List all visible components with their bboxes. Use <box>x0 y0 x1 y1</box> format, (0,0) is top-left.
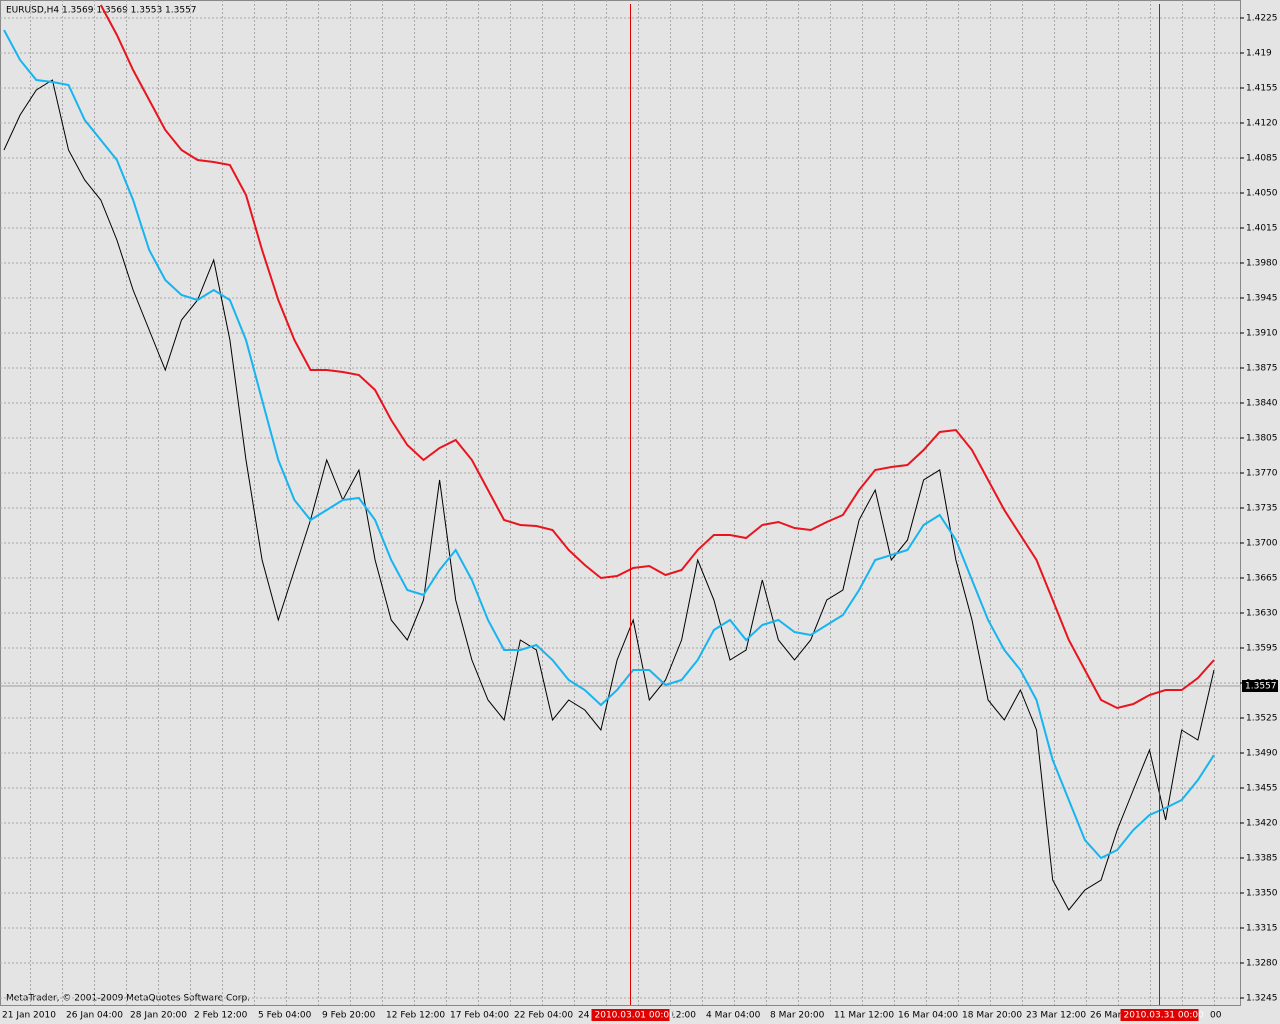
price-line <box>99 4 1215 710</box>
y-tick-label: 1.3665 <box>1246 574 1278 584</box>
y-tick-label: 1.4015 <box>1246 224 1278 234</box>
marker-label: 2010.03.01 00:00 <box>595 1011 676 1021</box>
marker-label: 2010.03.31 00:00 <box>1124 1011 1205 1021</box>
symbol-header: EURUSD,H4 1.3569 1.3569 1.3553 1.3557 <box>6 6 197 16</box>
y-tick-label: 1.3315 <box>1246 924 1278 934</box>
x-tick-label: 11 Mar 12:00 <box>834 1011 894 1021</box>
y-tick-label: 1.4050 <box>1246 189 1278 199</box>
y-tick-label: 1.3245 <box>1246 994 1278 1004</box>
y-tick-label: 1.3840 <box>1246 399 1278 409</box>
x-tick-label: 4 Mar 04:00 <box>706 1011 761 1021</box>
y-tick-label: 1.3385 <box>1246 854 1278 864</box>
y-tick-label: 1.3280 <box>1246 959 1278 969</box>
price-line <box>3 79 1215 911</box>
x-tick-label: 22 Feb 04:00 <box>514 1011 573 1021</box>
y-tick-label: 1.3350 <box>1246 889 1278 899</box>
y-tick-label: 1.3595 <box>1246 644 1278 654</box>
y-tick-label: 1.3490 <box>1246 749 1278 759</box>
y-tick-label: 1.3700 <box>1246 539 1278 549</box>
y-tick-label: 1.3630 <box>1246 609 1278 619</box>
x-tick-label: 26 Jan 04:00 <box>66 1011 123 1021</box>
y-tick-label: 1.4085 <box>1246 154 1278 164</box>
x-tick-label: 23 Mar 12:00 <box>1026 1011 1086 1021</box>
marker-box <box>1120 1009 1199 1021</box>
x-tick-label: 12 Feb 12:00 <box>386 1011 445 1021</box>
x-tick-label: 00 <box>1210 1011 1222 1021</box>
y-tick-label: 1.4225 <box>1246 14 1278 24</box>
y-tick-label: 1.3980 <box>1246 259 1278 269</box>
y-tick-label: 1.3875 <box>1246 364 1278 374</box>
y-tick-label: 1.3455 <box>1246 784 1278 794</box>
x-tick-label: 12:00 <box>670 1011 696 1021</box>
y-tick-label: 1.419 <box>1246 49 1272 59</box>
plot-frame <box>0 0 1241 1006</box>
y-tick-label: 1.3735 <box>1246 504 1278 514</box>
y-tick-label: 1.3945 <box>1246 294 1278 304</box>
x-tick-label: 18 Mar 20:00 <box>962 1011 1022 1021</box>
x-tick-label: 28 Jan 20:00 <box>130 1011 187 1021</box>
x-tick-label: 26 Mar <box>1090 1011 1122 1021</box>
y-tick-label: 1.3805 <box>1246 434 1278 444</box>
y-tick-label: 1.4120 <box>1246 119 1278 129</box>
last-price-label: 1.3557 <box>1245 682 1277 692</box>
y-tick-label: 1.4155 <box>1246 84 1278 94</box>
x-tick-label: 17 Feb 04:00 <box>450 1011 509 1021</box>
x-tick-label: 8 Mar 20:00 <box>770 1011 825 1021</box>
y-tick-label: 1.3525 <box>1246 714 1278 724</box>
marker-box <box>591 1009 670 1021</box>
y-tick-label: 1.3420 <box>1246 819 1278 829</box>
price-line <box>3 29 1215 860</box>
y-tick-label: 1.3910 <box>1246 329 1278 339</box>
x-tick-label: 21 Jan 2010 <box>2 1011 56 1021</box>
y-tick-label: 1.3770 <box>1246 469 1278 479</box>
last-price-box <box>1242 680 1278 692</box>
x-tick-label: 9 Feb 20:00 <box>322 1011 376 1021</box>
x-tick-label: 16 Mar 04:00 <box>898 1011 958 1021</box>
x-tick-label: 5 Feb 04:00 <box>258 1011 312 1021</box>
x-tick-label: 2 Feb 12:00 <box>194 1011 248 1021</box>
x-tick-label: 24 <box>578 1011 590 1021</box>
